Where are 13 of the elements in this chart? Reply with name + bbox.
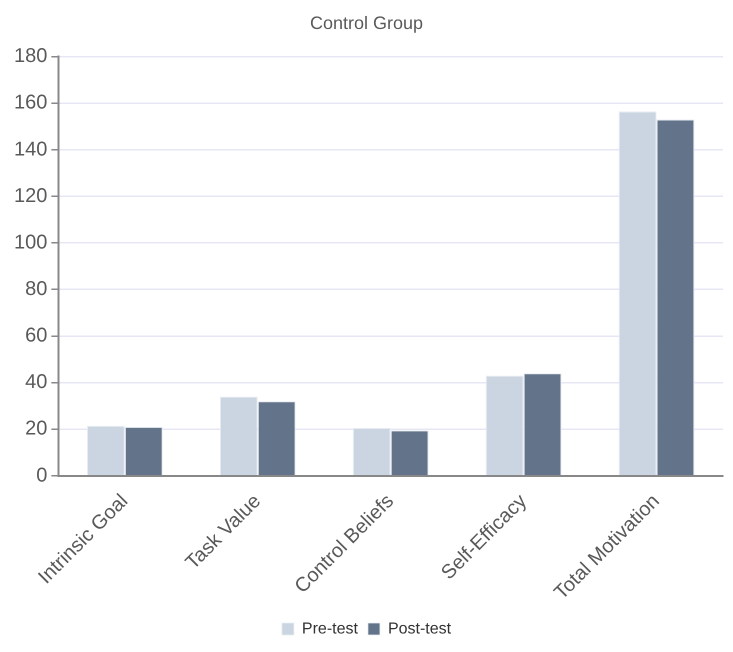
y-tick-label: 120 — [14, 184, 48, 207]
y-tick-label: 140 — [14, 138, 48, 160]
y-tick-label: 20 — [25, 418, 48, 440]
legend-label: Post-test — [388, 620, 452, 638]
chart-title: Control Group — [310, 12, 424, 33]
legend-label: Pre-test — [302, 620, 358, 638]
y-tick-label: 180 — [14, 45, 48, 68]
y-tick-label: 160 — [14, 92, 48, 114]
y-tick-label: 60 — [25, 324, 48, 347]
y-tick-label: 100 — [14, 231, 48, 254]
y-tick-label: 80 — [25, 278, 48, 300]
y-tick-label: 40 — [25, 371, 48, 394]
y-tick-label: 0 — [36, 464, 48, 486]
